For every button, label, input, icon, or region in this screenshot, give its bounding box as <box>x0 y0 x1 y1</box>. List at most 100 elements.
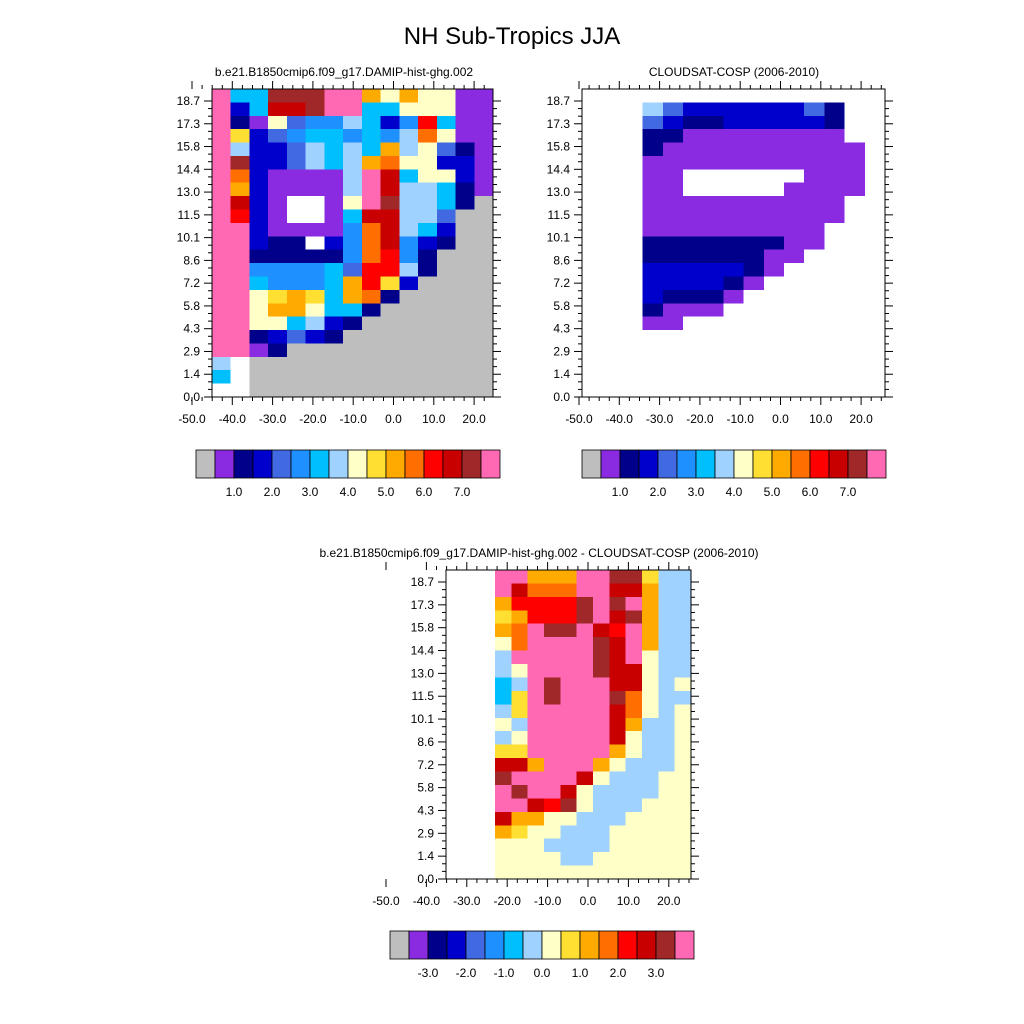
heatmap-cell <box>683 155 704 170</box>
colorbar-box <box>195 449 216 479</box>
heatmap-cell <box>723 276 745 291</box>
heatmap-cell <box>763 343 785 358</box>
heatmap-cell <box>544 771 561 786</box>
heatmap-cell <box>343 370 363 385</box>
heatmap-cell <box>674 677 692 692</box>
colorbar-label: 0.0 <box>534 966 551 980</box>
heatmap-cell <box>268 236 288 251</box>
colorbar-label: 4.0 <box>726 485 743 499</box>
heatmap-cell <box>361 89 382 103</box>
heatmap-cell <box>544 690 561 705</box>
heatmap-cell <box>455 356 475 371</box>
heatmap-cell <box>743 182 765 197</box>
heatmap-cell <box>625 811 643 826</box>
heatmap-cell <box>723 102 745 117</box>
heatmap-cell <box>642 717 659 732</box>
heatmap-cell <box>361 222 382 237</box>
heatmap-cell <box>642 583 659 598</box>
heatmap-cell <box>249 276 269 291</box>
colorbar-box <box>252 449 273 479</box>
heatmap-cell <box>763 263 785 278</box>
heatmap-cell <box>683 142 704 157</box>
colorbar-label: 2.0 <box>650 485 667 499</box>
heatmap-cell <box>625 623 643 638</box>
y-tick-label: 8.6 <box>183 253 200 267</box>
heatmap-cell <box>674 731 692 746</box>
heatmap-cell <box>642 169 664 184</box>
heatmap-cell <box>864 182 886 197</box>
panel-cloudsat: CLOUDSAT-COSP (2006-2010) 0.0 1.4 2.9 4.3 5.8… <box>547 65 893 499</box>
y-tick-label: 10.1 <box>177 231 201 245</box>
heatmap-cell <box>268 222 288 237</box>
colorbar-label: 5.0 <box>764 485 781 499</box>
heatmap-cell <box>703 343 724 358</box>
heatmap-cell <box>249 169 269 184</box>
heatmap-cell <box>804 236 825 251</box>
heatmap-cell <box>212 89 232 103</box>
heatmap-cell <box>495 704 512 719</box>
heatmap-cell <box>662 343 684 358</box>
heatmap-cell <box>343 89 363 103</box>
heatmap-cell <box>286 182 307 197</box>
y-tick-label: 2.9 <box>553 344 570 358</box>
colorbar-box <box>695 449 716 479</box>
heatmap-cell <box>305 263 325 278</box>
heatmap-cell <box>268 276 288 291</box>
heatmap-cell <box>609 623 627 638</box>
heatmap-cell <box>576 677 594 692</box>
heatmap-cell <box>824 330 846 345</box>
heatmap-cell <box>212 383 232 398</box>
heatmap-cell <box>527 650 545 665</box>
heatmap-cell <box>864 115 886 130</box>
heatmap-cell <box>474 370 494 385</box>
y-tick-label: 15.8 <box>547 140 571 154</box>
heatmap-cell <box>527 583 545 598</box>
x-tick-label: 10.0 <box>422 412 446 426</box>
heatmap-cell <box>844 142 866 157</box>
heatmap-cell <box>380 289 400 304</box>
heatmap-cell <box>674 596 692 611</box>
heatmap-cell <box>763 330 785 345</box>
heatmap-cell <box>824 222 846 237</box>
colorbar-label: 1.0 <box>226 485 243 499</box>
heatmap-cell <box>844 330 866 345</box>
heatmap-cell <box>642 758 659 773</box>
heatmap-cell <box>642 784 659 799</box>
heatmap-cell <box>593 771 610 786</box>
heatmap-cell <box>763 222 785 237</box>
heatmap-cell <box>343 142 363 157</box>
heatmap-cell <box>380 316 400 331</box>
y-tick-label: 13.0 <box>411 666 435 680</box>
colorbar-box <box>655 930 676 960</box>
heatmap-cell <box>455 249 475 264</box>
heatmap-cell <box>268 316 288 331</box>
heatmap-cell <box>212 142 232 157</box>
colorbar-box <box>733 449 754 479</box>
heatmap-cell <box>230 343 251 358</box>
heatmap-cell <box>784 289 805 304</box>
heatmap-cell <box>230 263 251 278</box>
heatmap-cell <box>436 303 457 318</box>
heatmap-cell <box>784 343 805 358</box>
heatmap-cell <box>343 236 363 251</box>
heatmap-cell <box>305 102 325 117</box>
heatmap-cell <box>495 865 512 880</box>
heatmap-cell <box>642 664 659 679</box>
heatmap-cell <box>286 276 307 291</box>
heatmap-cell <box>361 343 382 358</box>
heatmap-cell <box>784 222 805 237</box>
plot-frame <box>445 569 692 880</box>
heatmap-cell <box>763 316 785 331</box>
heatmap-cell <box>455 330 475 345</box>
heatmap-cell <box>455 316 475 331</box>
y-tick-label: 17.3 <box>547 117 571 131</box>
heatmap-cell <box>743 142 765 157</box>
heatmap-cell <box>658 623 676 638</box>
heatmap-cell <box>576 704 594 719</box>
heatmap-cell <box>511 704 529 719</box>
heatmap-cell <box>864 102 886 117</box>
heatmap-cell <box>230 155 251 170</box>
heatmap-cell <box>268 249 288 264</box>
heatmap-cell <box>723 155 745 170</box>
x-tick-label: -40.0 <box>219 412 247 426</box>
